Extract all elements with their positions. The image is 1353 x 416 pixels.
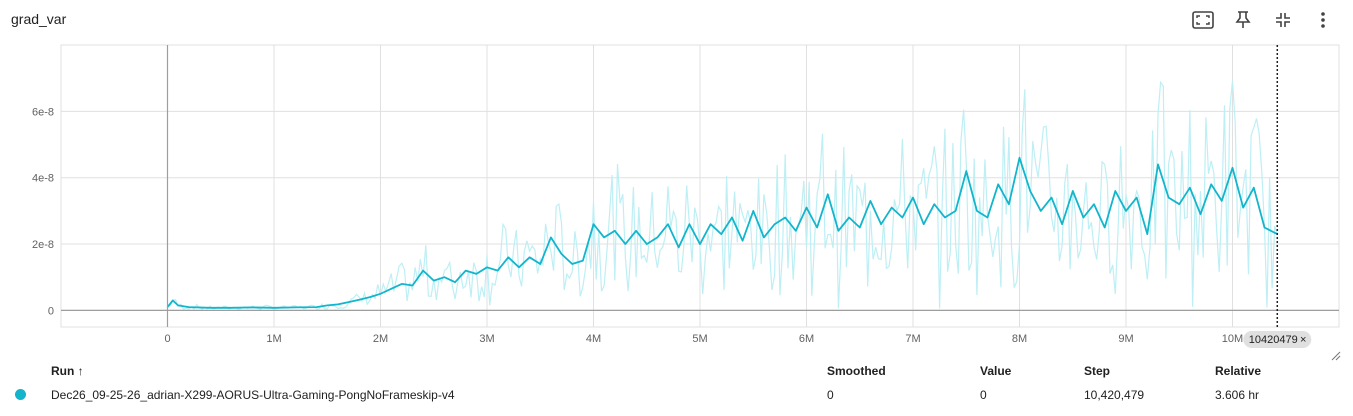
header-step[interactable]: Step — [1084, 364, 1111, 378]
x-tick-label: 5M — [692, 333, 707, 345]
header-value[interactable]: Value — [980, 364, 1012, 378]
x-tick-label: 6M — [799, 333, 814, 345]
header-relative[interactable]: Relative — [1215, 364, 1262, 378]
more-vert-icon — [1321, 12, 1325, 28]
cell-step: 10,420,479 — [1084, 388, 1145, 402]
header-smoothed[interactable]: Smoothed — [827, 364, 886, 378]
run-color-swatch — [15, 389, 26, 400]
step-chip — [1243, 331, 1312, 348]
x-tick-label: 1M — [266, 333, 281, 345]
smoothed-series-layer — [166, 156, 1278, 309]
cell-value: 0 — [980, 388, 987, 402]
x-tick-label: 9M — [1118, 333, 1133, 345]
y-tick-label: 6e-8 — [32, 106, 54, 118]
y-tick-label: 2e-8 — [32, 239, 54, 251]
cell-relative: 3.606 hr — [1215, 388, 1260, 402]
x-tick-label: 7M — [905, 333, 920, 345]
x-tick-label: 8M — [1012, 333, 1027, 345]
hover-cursor-layer: 10420479 × — [1243, 45, 1312, 348]
more-options-button[interactable] — [1303, 8, 1343, 32]
raw-series-layer — [167, 80, 1278, 311]
collapse-button[interactable] — [1263, 8, 1303, 32]
grid-layer — [60, 44, 1340, 328]
header-run[interactable]: Run ↑ — [51, 364, 84, 378]
pin-button[interactable] — [1223, 8, 1263, 32]
cell-smoothed: 0 — [827, 388, 834, 402]
raw-series-line — [167, 80, 1278, 311]
resize-handle-icon[interactable] — [1331, 348, 1341, 366]
fit-domain-button[interactable] — [1183, 8, 1223, 32]
x-tick-label: 3M — [479, 333, 494, 345]
line-chart[interactable]: 0 1M 2M 3M 4M 5M 6M 7M 8M 9M 10M 0 2e-8 4e-8 6e-8 1042… — [0, 0, 1353, 360]
y-tick-label: 0 — [48, 305, 54, 317]
step-chip-label: 10420479 — [1249, 334, 1298, 346]
chart-title: grad_var — [11, 11, 67, 27]
series-line — [166, 156, 1278, 309]
tick-label-layer: 0 1M 2M 3M 4M 5M 6M 7M 8M 9M 10M 0 2e-8 4e-8 6e-8 — [32, 106, 1243, 345]
cell-run: Dec26_09-25-26_adrian-X299-AORUS-Ultra-G… — [51, 388, 455, 402]
x-tick-label: 2M — [373, 333, 388, 345]
y-tick-label: 4e-8 — [32, 173, 54, 185]
x-tick-label: 10M — [1222, 333, 1243, 345]
close-icon[interactable]: × — [1300, 334, 1306, 346]
x-tick-label: 4M — [586, 333, 601, 345]
axis-layer — [61, 45, 1339, 327]
card-toolbar — [1183, 8, 1343, 32]
fit-domain-icon — [1192, 11, 1214, 29]
collapse-icon — [1276, 13, 1290, 27]
x-tick-label: 0 — [164, 333, 170, 345]
pin-icon — [1235, 11, 1251, 28]
